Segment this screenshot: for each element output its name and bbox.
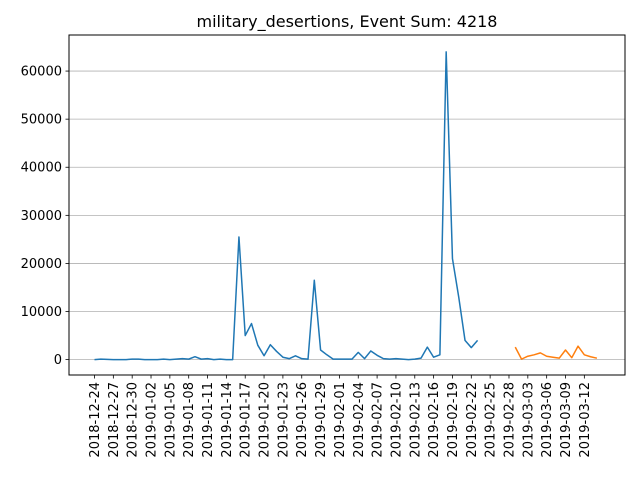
x-tick-label: 2019-03-06	[540, 382, 555, 458]
x-tick-label: 2018-12-30	[126, 382, 141, 458]
x-tick-label: 2019-03-09	[559, 382, 574, 458]
x-tick-label: 2019-02-07	[371, 382, 386, 458]
x-tick-label: 2019-01-29	[314, 382, 329, 458]
x-tick-label: 2019-01-02	[145, 382, 160, 458]
x-tick-label: 2019-01-08	[182, 382, 197, 458]
grid-lines	[69, 70, 625, 361]
x-tick-label: 2019-02-04	[352, 382, 367, 458]
plot-frame	[68, 34, 626, 376]
series-line	[514, 345, 598, 360]
y-tick-label: 0	[54, 353, 62, 368]
x-tick-label: 2019-03-12	[578, 382, 593, 458]
x-tick-label: 2019-02-19	[446, 382, 461, 458]
y-tick-label: 60000	[21, 65, 62, 80]
y-tick-label: 20000	[21, 257, 62, 272]
x-tick-label: 2019-01-05	[163, 382, 178, 458]
x-tick-label: 2019-02-28	[502, 382, 517, 458]
x-tick-label: 2018-12-24	[88, 382, 103, 458]
x-tick-label: 2019-01-17	[239, 382, 254, 458]
x-tick-label: 2019-01-23	[276, 382, 291, 458]
x-tick-label: 2019-03-03	[521, 382, 536, 458]
axes: 0 10000 20000 30000 40000 50000 60000 2018-12-2…	[21, 65, 593, 458]
x-tick-label: 2019-01-20	[258, 382, 273, 458]
chart-title: military_desertions, Event Sum: 4218	[197, 12, 498, 32]
x-tick-label: 2019-02-01	[333, 382, 348, 458]
y-tick-label: 40000	[21, 161, 62, 176]
series-layer	[94, 51, 598, 361]
y-tick-label: 10000	[21, 305, 62, 320]
x-tick-label: 2019-02-10	[389, 382, 404, 458]
x-tick-label: 2019-01-11	[201, 382, 216, 458]
x-tick-label: 2019-02-13	[408, 382, 423, 458]
x-tick-label: 2019-01-14	[220, 382, 235, 458]
series-line	[94, 51, 479, 361]
x-tick-label: 2019-02-16	[427, 382, 442, 458]
x-tick-label: 2019-01-26	[295, 382, 310, 458]
y-tick-label: 50000	[21, 113, 62, 128]
x-tick-label: 2019-02-25	[484, 382, 499, 458]
x-tick-label: 2018-12-27	[107, 382, 122, 458]
x-tick-label: 2019-02-22	[465, 382, 480, 458]
y-tick-label: 30000	[21, 209, 62, 224]
